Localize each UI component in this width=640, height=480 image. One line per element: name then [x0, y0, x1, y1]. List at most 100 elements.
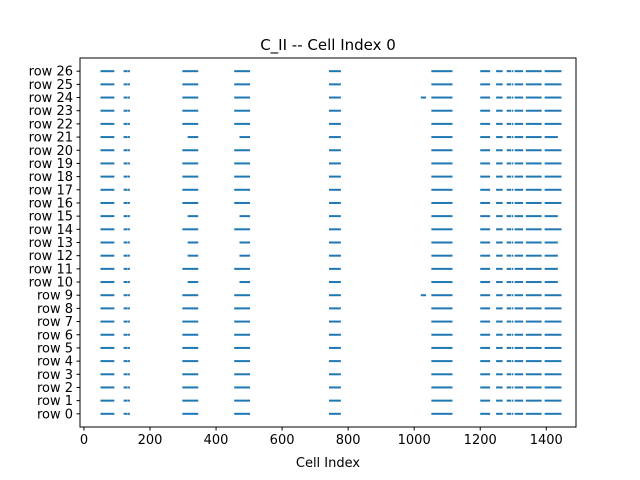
segment-row-24-11 [511, 96, 514, 99]
segment-row-12-10 [511, 254, 514, 257]
segment-row-9-12 [514, 294, 524, 297]
x-tick-label: 1200 [464, 433, 497, 448]
segment-row-25-4 [234, 83, 251, 86]
segment-row-12-8 [496, 254, 503, 257]
segment-row-4-3 [182, 360, 199, 363]
segment-row-11-2 [127, 267, 130, 270]
segment-row-12-11 [514, 254, 524, 257]
segment-row-24-12 [514, 96, 524, 99]
segment-row-16-7 [480, 201, 491, 204]
x-tick-label: 200 [138, 433, 163, 448]
segment-row-14-12 [525, 228, 542, 231]
row-17-segments [100, 188, 562, 191]
segment-row-7-2 [127, 320, 130, 323]
segment-row-7-5 [328, 320, 341, 323]
segment-row-2-4 [234, 386, 251, 389]
segment-row-26-8 [496, 70, 503, 73]
segment-row-26-10 [511, 70, 514, 73]
segment-row-10-13 [544, 281, 558, 284]
segment-row-14-4 [234, 228, 251, 231]
y-tick-label: row 1 [37, 394, 73, 409]
plot-area [100, 70, 562, 415]
segment-row-5-11 [514, 346, 524, 349]
y-tick-label: row 4 [37, 355, 73, 370]
x-tick-label: 1400 [530, 433, 563, 448]
row-22-segments [100, 122, 562, 125]
segment-row-15-12 [525, 215, 542, 218]
segment-row-16-13 [544, 201, 562, 204]
segment-row-0-6 [431, 412, 453, 415]
y-tick-label: row 19 [29, 157, 73, 172]
segment-row-25-5 [328, 83, 341, 86]
segment-row-9-14 [544, 294, 562, 297]
segment-row-17-8 [496, 188, 503, 191]
segment-row-17-0 [100, 188, 115, 191]
segment-row-12-9 [506, 254, 512, 257]
segment-row-19-4 [234, 162, 251, 165]
segment-row-25-9 [506, 83, 512, 86]
segment-row-16-5 [328, 201, 341, 204]
segment-row-15-6 [431, 215, 453, 218]
segment-row-19-12 [525, 162, 542, 165]
segment-row-7-12 [525, 320, 542, 323]
segment-row-14-3 [182, 228, 199, 231]
segment-row-5-5 [328, 346, 341, 349]
row-5-segments [100, 346, 562, 349]
segment-row-21-1 [123, 136, 128, 139]
segment-row-13-11 [514, 241, 524, 244]
segment-row-26-5 [328, 70, 341, 73]
segment-row-3-5 [328, 373, 341, 376]
segment-row-22-12 [525, 122, 542, 125]
segment-row-13-12 [525, 241, 542, 244]
segment-row-4-1 [123, 360, 128, 363]
segment-row-18-12 [525, 175, 542, 178]
segment-row-23-12 [525, 109, 542, 112]
segment-row-6-13 [544, 333, 562, 336]
segment-row-4-2 [127, 360, 130, 363]
segment-row-1-8 [496, 399, 503, 402]
segment-row-3-6 [431, 373, 453, 376]
segment-row-25-13 [544, 83, 562, 86]
segment-row-6-0 [100, 333, 115, 336]
row-12-segments [100, 254, 558, 257]
segment-row-4-9 [506, 360, 512, 363]
segment-row-16-11 [514, 201, 524, 204]
row-4-segments [100, 360, 562, 363]
row-13-segments [100, 241, 558, 244]
segment-row-20-2 [127, 149, 130, 152]
row-8-segments [100, 307, 562, 310]
segment-row-21-8 [496, 136, 503, 139]
segment-row-18-0 [100, 175, 115, 178]
segment-row-17-7 [480, 188, 491, 191]
segment-row-6-2 [127, 333, 130, 336]
segment-row-23-0 [100, 109, 115, 112]
segment-row-16-3 [182, 201, 199, 204]
row-10-segments [100, 281, 558, 284]
segment-row-0-9 [506, 412, 512, 415]
y-tick-label: row 17 [29, 183, 73, 198]
segment-row-8-1 [123, 307, 128, 310]
segment-row-23-8 [496, 109, 503, 112]
segment-row-14-2 [127, 228, 130, 231]
segment-row-6-5 [328, 333, 341, 336]
segment-row-13-1 [123, 241, 128, 244]
segment-row-18-5 [328, 175, 341, 178]
segment-row-10-3 [187, 281, 199, 284]
row-14-segments [100, 228, 562, 231]
segment-row-17-10 [511, 188, 514, 191]
segment-row-25-8 [496, 83, 503, 86]
row-11-segments [100, 267, 558, 270]
segment-row-18-6 [431, 175, 453, 178]
y-tick-label: row 5 [37, 341, 73, 356]
segment-row-14-0 [100, 228, 115, 231]
segment-row-9-7 [431, 294, 453, 297]
segment-row-10-4 [239, 281, 251, 284]
segment-row-23-3 [182, 109, 199, 112]
segment-row-15-3 [187, 215, 199, 218]
segment-row-2-9 [506, 386, 512, 389]
segment-row-11-6 [431, 267, 453, 270]
y-tick-label: row 8 [37, 302, 73, 317]
y-tick-label: row 3 [37, 368, 73, 383]
segment-row-8-11 [514, 307, 524, 310]
